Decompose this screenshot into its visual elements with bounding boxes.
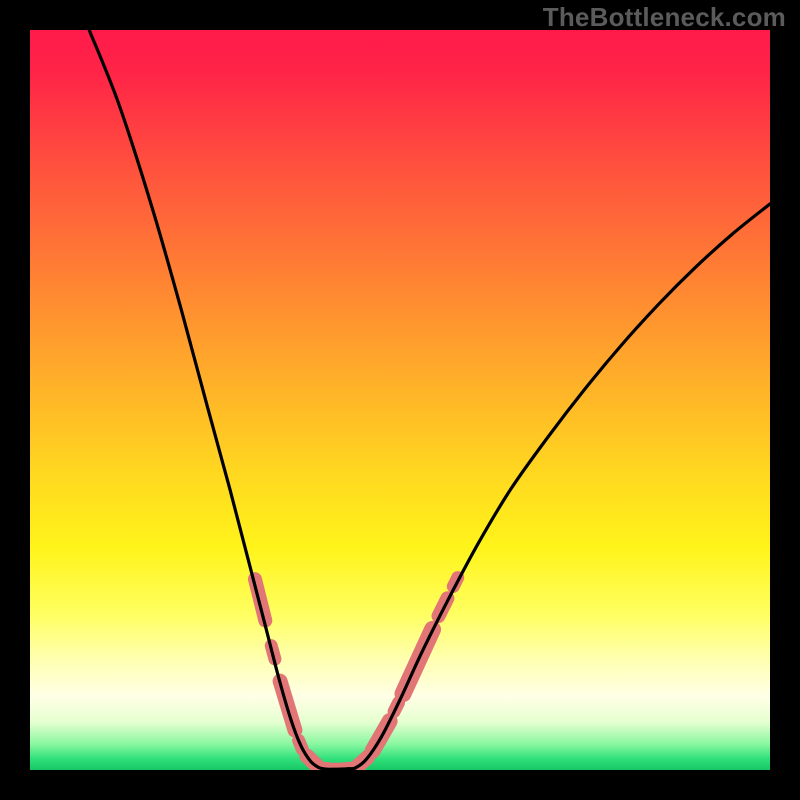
plot-background: [30, 30, 770, 770]
bottleneck-chart: [0, 0, 800, 800]
chart-stage: TheBottleneck.com: [0, 0, 800, 800]
watermark-label: TheBottleneck.com: [543, 2, 786, 33]
